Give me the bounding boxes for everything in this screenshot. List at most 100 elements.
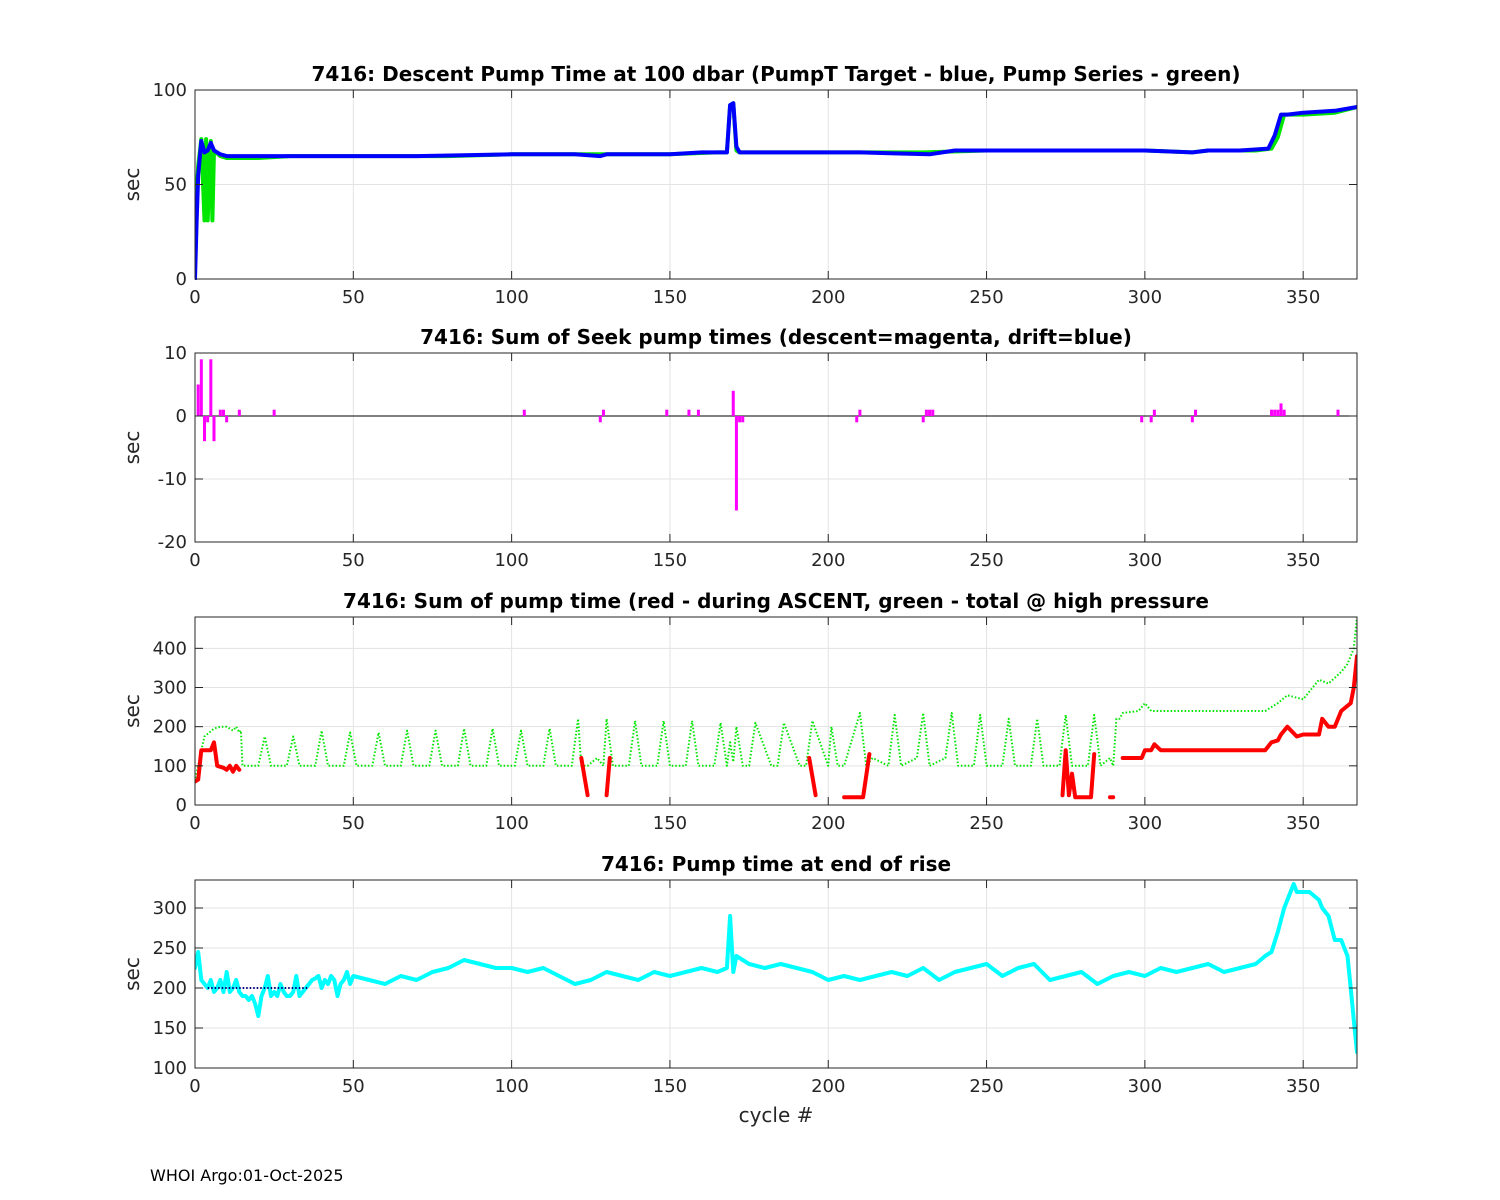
- bar: [601, 409, 605, 416]
- series-line: [579, 756, 590, 798]
- x-tick-label: 250: [969, 287, 1003, 308]
- bar: [931, 409, 935, 416]
- y-tick-label: 200: [153, 978, 187, 999]
- y-tick-label: 300: [153, 678, 187, 699]
- y-tick-label: 400: [153, 638, 187, 659]
- bar: [734, 416, 738, 511]
- bar: [1194, 409, 1198, 416]
- bar: [1273, 409, 1277, 416]
- axes-box: [194, 352, 1358, 543]
- x-tick-label: 200: [811, 550, 845, 571]
- x-tick-label: 350: [1286, 287, 1320, 308]
- bar: [921, 416, 925, 423]
- plot-area: [195, 617, 1357, 805]
- y-tick-label: 0: [176, 269, 187, 290]
- bar: [218, 409, 222, 416]
- bar: [225, 416, 229, 423]
- x-tick-label: 350: [1286, 1076, 1320, 1097]
- series-line: [1060, 748, 1097, 800]
- chart-title: 7416: Descent Pump Time at 100 dbar (Pum…: [312, 62, 1241, 86]
- y-tick-label: 300: [153, 898, 187, 919]
- y-tick-label: 50: [164, 175, 187, 196]
- x-tick-label: 50: [342, 1076, 365, 1097]
- y-tick-label: -10: [158, 469, 187, 490]
- plot-area: [195, 880, 1357, 1068]
- series-line: [604, 756, 612, 798]
- x-tick-label: 300: [1128, 550, 1162, 571]
- x-tick-label: 200: [811, 1076, 845, 1097]
- y-axis-label: sec: [120, 957, 144, 991]
- bar: [696, 409, 700, 416]
- bar: [199, 359, 203, 416]
- x-tick-label: 350: [1286, 813, 1320, 834]
- x-tick-label: 150: [653, 813, 687, 834]
- axes-box: [194, 616, 1358, 806]
- chart-title: 7416: Sum of Seek pump times (descent=ma…: [420, 325, 1132, 349]
- x-tick-label: 0: [189, 550, 200, 571]
- y-axis-label: sec: [120, 431, 144, 465]
- bar: [741, 416, 745, 423]
- y-tick-label: 100: [153, 1058, 187, 1079]
- bar: [1140, 416, 1144, 423]
- axes-box: [194, 879, 1358, 1069]
- x-tick-label: 150: [653, 550, 687, 571]
- x-tick-label: 50: [342, 287, 365, 308]
- bar: [598, 416, 602, 423]
- bar: [858, 409, 862, 416]
- bar: [206, 416, 210, 423]
- bar: [212, 416, 216, 442]
- x-tick-label: 250: [969, 1076, 1003, 1097]
- y-tick-label: 200: [153, 717, 187, 738]
- y-tick-label: 0: [176, 406, 187, 427]
- series-line: [842, 752, 872, 800]
- x-tick-label: 0: [189, 1076, 200, 1097]
- footer-label: WHOI Argo:01-Oct-2025: [150, 1166, 344, 1185]
- series-line: [195, 101, 1357, 280]
- bar: [237, 409, 241, 416]
- bar: [221, 409, 225, 416]
- subplot-4: 0 50 100 150 200 250 300 350 100 150 200 250 300 7416…: [120, 852, 1358, 1127]
- series-line: [807, 756, 818, 798]
- bar: [665, 409, 669, 416]
- y-tick-label: 150: [153, 1018, 187, 1039]
- x-tick-label: 0: [189, 287, 200, 308]
- bar: [522, 409, 526, 416]
- bar: [1149, 416, 1153, 423]
- bar: [731, 390, 735, 416]
- data-layer: [195, 882, 1357, 1054]
- bar: [855, 416, 859, 423]
- x-tick-label: 50: [342, 550, 365, 571]
- y-axis-label: sec: [120, 168, 144, 202]
- bar: [1279, 403, 1283, 416]
- x-tick-label: 200: [811, 813, 845, 834]
- bar: [209, 359, 213, 416]
- x-tick-label: 250: [969, 550, 1003, 571]
- data-layer: [195, 616, 1357, 800]
- series-line: [195, 882, 1357, 1054]
- x-tick-label: 300: [1128, 1076, 1162, 1097]
- bar: [1276, 409, 1280, 416]
- bar: [202, 416, 206, 442]
- x-axis-label: cycle #: [739, 1103, 814, 1127]
- bar: [1282, 409, 1286, 416]
- bar: [1270, 409, 1274, 416]
- plot-area: [195, 353, 1357, 542]
- bar: [738, 416, 742, 423]
- y-tick-label: 250: [153, 938, 187, 959]
- series-line: [195, 616, 1357, 782]
- bar: [1190, 416, 1194, 423]
- x-tick-label: 300: [1128, 287, 1162, 308]
- x-tick-label: 300: [1128, 813, 1162, 834]
- y-tick-label: -20: [158, 532, 187, 553]
- bar: [924, 409, 928, 416]
- bar: [196, 384, 200, 416]
- bar: [687, 409, 691, 416]
- series-line: [195, 740, 242, 784]
- bar: [272, 409, 276, 416]
- data-layer: [195, 101, 1357, 280]
- x-tick-label: 0: [189, 813, 200, 834]
- series-line: [1120, 654, 1357, 760]
- subplot-2: 0 50 100 150 200 250 300 350 -20 -10 0 10 7416: Sum …: [120, 325, 1358, 571]
- bar: [1336, 409, 1340, 416]
- data-layer: [195, 359, 1357, 511]
